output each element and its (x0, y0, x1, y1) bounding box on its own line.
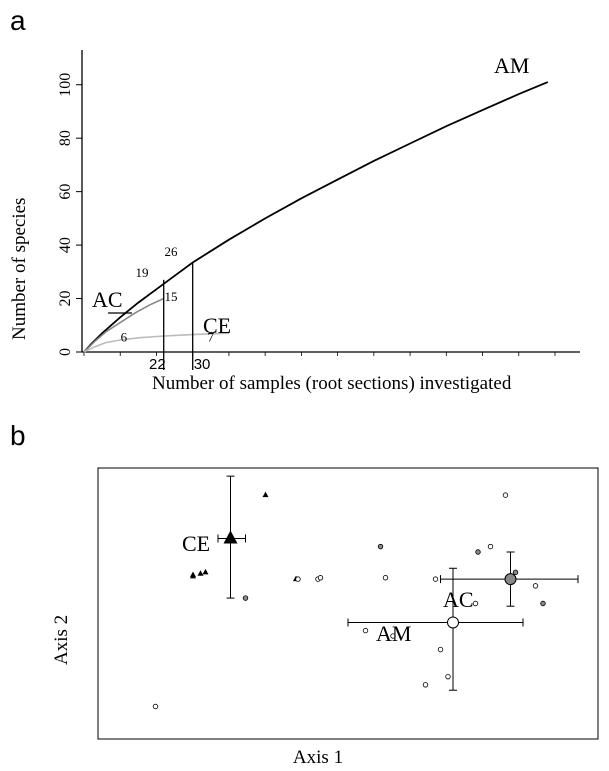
y-tick-label: 60 (57, 184, 74, 200)
point-ce (262, 491, 269, 498)
count-annotation: 7 (208, 329, 215, 344)
curve-label-ac: AC (92, 287, 123, 312)
point-am (152, 703, 159, 710)
point-am (487, 543, 494, 550)
point-ce (202, 568, 209, 575)
panel-b-frame (97, 467, 599, 740)
point-ce (190, 571, 196, 578)
centroid-ce (223, 530, 238, 544)
point-ac (377, 543, 384, 550)
point-am (437, 646, 444, 653)
panel-a-x-axis-label: Number of samples (root sections) invest… (152, 373, 512, 394)
point-am (532, 583, 539, 589)
group-label-ac: AC (443, 587, 474, 612)
y-tick-label: 100 (57, 73, 74, 97)
count-annotation: 26 (164, 244, 178, 259)
panel-a-sample-markers: 22 30 (149, 262, 210, 373)
x-tick-label: 30 (194, 356, 211, 373)
panel-b-x-axis-label: Axis 1 (293, 747, 343, 768)
count-annotation: 15 (164, 289, 177, 304)
y-tick-label: 0 (57, 348, 74, 356)
point-am (382, 575, 389, 581)
point-am (502, 492, 509, 498)
point-ce (197, 570, 204, 576)
panel-b-chart: CE AC AM Axis 1 Axis 2 (51, 467, 599, 768)
group-label-am: AM (376, 621, 411, 646)
panel-a-annotations: 19 26 15 6 7 (121, 244, 215, 345)
centroid-am (447, 616, 459, 629)
curve-am (83, 81, 549, 353)
point-am (390, 633, 396, 639)
curve-label-am: AM (494, 53, 529, 78)
panel-a-curves (83, 81, 549, 353)
panel-letter-a: a (10, 5, 26, 36)
point-ac (540, 600, 546, 607)
point-am (445, 673, 451, 680)
point-am (317, 575, 324, 581)
point-am (362, 627, 369, 634)
point-ac (512, 569, 519, 576)
panel-b-centroids (223, 530, 517, 629)
curve-label-ce: CE (203, 313, 231, 338)
group-label-ce: CE (182, 531, 210, 556)
point-am (295, 576, 301, 582)
centroid-ac (504, 573, 517, 586)
point-ac (475, 549, 481, 555)
x-tick-label: 22 (149, 356, 166, 373)
panel-b-points (152, 491, 546, 710)
panel-a-chart: 0 20 40 60 80 100 22 30 19 26 15 6 7 AM AC CE Numb… (9, 50, 580, 394)
panel-letter-b: b (10, 420, 26, 451)
point-am (472, 600, 479, 607)
count-annotation: 6 (121, 329, 128, 344)
curve-ac (83, 297, 165, 353)
y-tick-label: 40 (57, 237, 74, 253)
curve-ce (83, 332, 229, 353)
y-tick-label: 20 (57, 291, 74, 307)
point-am (422, 682, 429, 688)
y-tick-label: 80 (57, 130, 74, 146)
count-annotation: 19 (135, 265, 148, 280)
panel-a-y-ticks: 0 20 40 60 80 100 (57, 73, 82, 356)
point-am (432, 576, 439, 582)
point-ac (242, 595, 249, 601)
panel-b-y-axis-label: Axis 2 (51, 615, 72, 665)
panel-a-y-axis-label: Number of species (9, 198, 30, 340)
panel-b-error-bars (217, 475, 579, 691)
